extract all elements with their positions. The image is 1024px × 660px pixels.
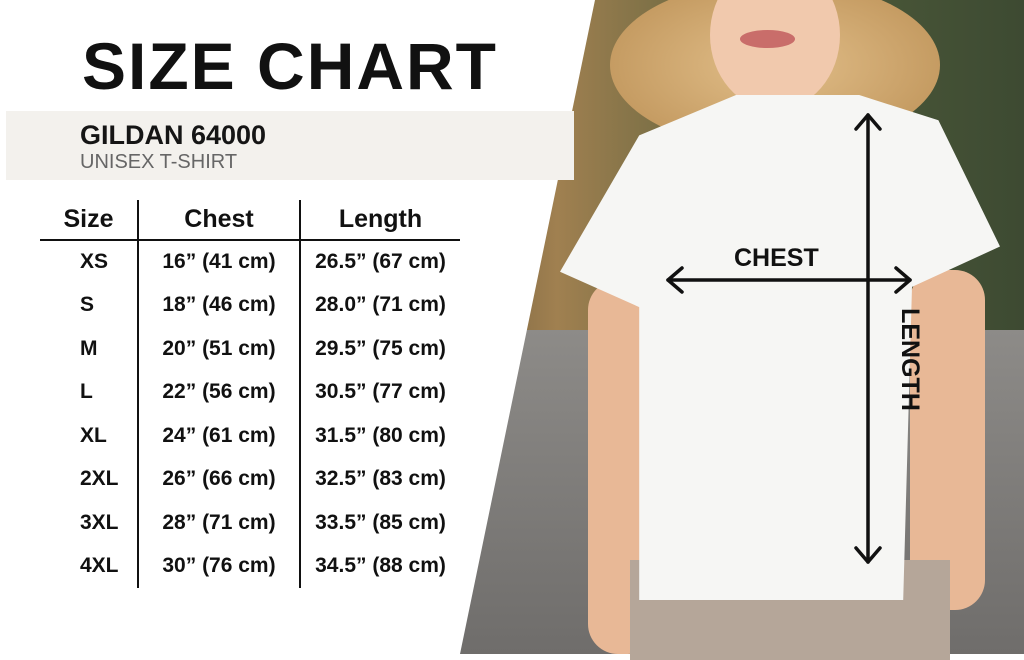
lips xyxy=(740,30,795,48)
product-band xyxy=(6,111,574,180)
cell-chest: 22” (56 cm) xyxy=(137,370,300,414)
cell-size: S xyxy=(80,293,95,317)
header-chest: Chest xyxy=(137,200,300,241)
table-row: XS 16” (41 cm) 26.5” (67 cm) xyxy=(40,240,460,284)
length-label: LENGTH xyxy=(895,308,924,411)
cell-chest: 28” (71 cm) xyxy=(137,501,300,545)
table-row: XL 24” (61 cm) 31.5” (80 cm) xyxy=(40,414,460,458)
cell-chest: 30” (76 cm) xyxy=(137,544,300,588)
cell-size: M xyxy=(80,336,98,360)
length-arrowhead-bottom xyxy=(854,546,882,564)
cell-length: 33.5” (85 cm) xyxy=(299,501,460,545)
cell-chest: 24” (61 cm) xyxy=(137,414,300,458)
table-row: S 18” (46 cm) 28.0” (71 cm) xyxy=(40,283,460,327)
table-row: L 22” (56 cm) 30.5” (77 cm) xyxy=(40,370,460,414)
model-photo xyxy=(440,0,1024,660)
cell-chest: 26” (66 cm) xyxy=(137,457,300,501)
cell-size: L xyxy=(80,380,93,404)
cell-chest: 18” (46 cm) xyxy=(137,283,300,327)
cell-size: XS xyxy=(80,250,109,274)
product-type: UNISEX T-SHIRT xyxy=(80,151,238,173)
cell-length: 29.5” (75 cm) xyxy=(299,327,460,371)
table-row: M 20” (51 cm) 29.5” (75 cm) xyxy=(40,327,460,371)
size-table: Size Chest Length XS 16” (41 cm) 26.5” (67… xyxy=(40,200,460,588)
cell-length: 30.5” (77 cm) xyxy=(299,370,460,414)
cell-length: 32.5” (83 cm) xyxy=(299,457,460,501)
chest-arrowhead-left xyxy=(666,266,684,294)
chest-arrowhead-right xyxy=(894,266,912,294)
cell-length: 34.5” (88 cm) xyxy=(299,544,460,588)
length-arrowhead-top xyxy=(854,113,882,131)
header-length: Length xyxy=(299,200,460,241)
table-row: 3XL 28” (71 cm) 33.5” (85 cm) xyxy=(40,501,460,545)
table-header: Size Chest Length xyxy=(40,200,460,241)
page-title: SIZE CHART xyxy=(82,29,498,103)
cell-chest: 20” (51 cm) xyxy=(137,327,300,371)
cell-chest: 16” (41 cm) xyxy=(137,240,300,284)
cell-length: 26.5” (67 cm) xyxy=(299,240,460,284)
cell-size: 4XL xyxy=(80,554,119,578)
header-size: Size xyxy=(40,200,138,241)
product-brand: GILDAN 64000 xyxy=(80,120,267,150)
table-row: 2XL 26” (66 cm) 32.5” (83 cm) xyxy=(40,457,460,501)
cell-length: 31.5” (80 cm) xyxy=(299,414,460,458)
table-row: 4XL 30” (76 cm) 34.5” (88 cm) xyxy=(40,544,460,588)
cell-length: 28.0” (71 cm) xyxy=(299,283,460,327)
cell-size: XL xyxy=(80,423,107,447)
chest-label: CHEST xyxy=(734,244,819,272)
cell-size: 2XL xyxy=(80,467,119,491)
cell-size: 3XL xyxy=(80,510,119,534)
right-arm xyxy=(910,270,985,610)
